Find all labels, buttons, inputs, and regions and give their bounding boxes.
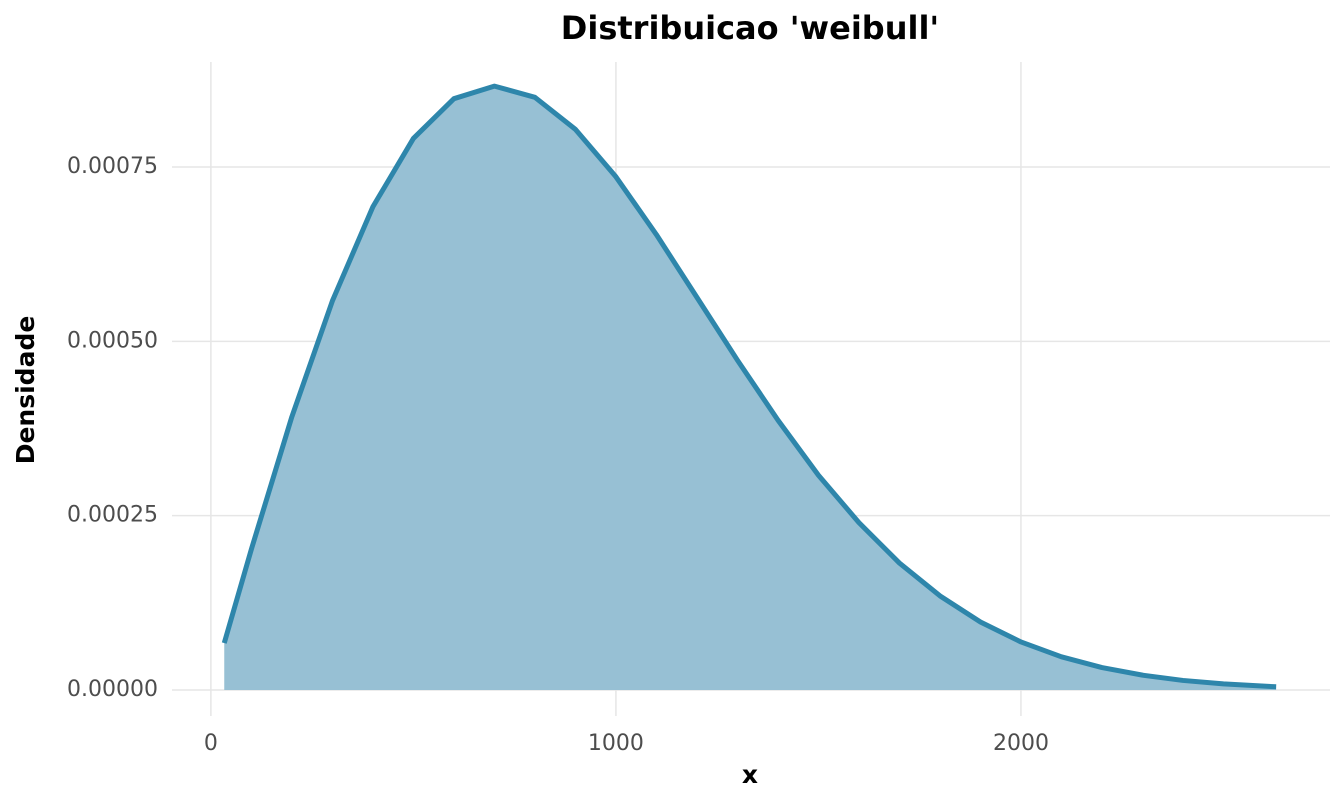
chart-title: Distribuicao 'weibull' [561,9,939,47]
x-tick-label: 2000 [993,731,1049,756]
x-tick-label: 1000 [588,731,644,756]
x-axis-title: x [742,760,758,789]
y-tick-label: 0.00075 [67,154,158,179]
y-tick-label: 0.00050 [67,328,158,353]
line [221,83,1277,690]
x-tick-label: 0 [204,731,218,756]
y-tick-label: 0.00000 [67,677,158,702]
y-tick-label: 0.00025 [67,503,158,528]
y-axis-title: Densidade [11,316,40,465]
area [224,86,1277,690]
